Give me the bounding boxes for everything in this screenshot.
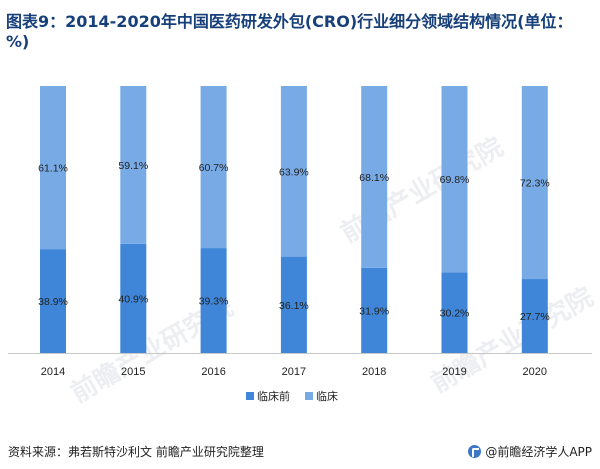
bar-pre-clinical-2014 (40, 249, 66, 353)
legend-swatch (246, 392, 254, 400)
data-label: 59.1% (118, 160, 148, 172)
bar-clinical-2014 (40, 86, 66, 250)
legend: 临床前 临床 (246, 389, 338, 403)
data-label: 39.3% (199, 296, 229, 308)
data-label: 68.1% (359, 172, 389, 184)
source-note: 资料来源：弗若斯特沙利文 前瞻产业研究院整理 (8, 445, 264, 459)
bar-pre-clinical-2015 (120, 243, 147, 353)
bar-pre-clinical-2018 (361, 267, 388, 353)
x-tick-labels-group: 2014 2015 2016 2017 2018 2019 2020 (41, 366, 547, 378)
data-label: 30.2% (440, 308, 470, 320)
bar-clinical-2019 (441, 86, 468, 273)
bar-clinical-2015 (120, 86, 147, 244)
bar-pre-clinical-2019 (441, 272, 468, 353)
data-label: 72.3% (520, 178, 550, 190)
brand-logo-icon (468, 445, 482, 458)
x-tick-label: 2015 (121, 366, 145, 378)
stacked-bar-chart: 38.9% 61.1% 40.9% 59.1% 39.3% 60.7% 36.1% 63.9%… (8, 86, 592, 403)
bar-clinical-2018 (361, 86, 388, 268)
bar-clinical-2017 (280, 86, 307, 257)
brand-label: @前瞻经济学人APP (485, 445, 592, 459)
bar-pre-clinical-2020 (521, 279, 548, 353)
bars-group (40, 86, 548, 353)
legend-label: 临床前 (257, 389, 290, 403)
data-label: 63.9% (279, 166, 309, 178)
x-tick-label: 2014 (41, 366, 65, 378)
legend-label: 临床 (316, 389, 338, 403)
data-label: 31.9% (359, 305, 389, 317)
chart-title: 图表9：2014-2020年中国医药研发外包(CRO)行业细分领域结构情况(单位… (6, 12, 573, 51)
data-label: 36.1% (279, 300, 309, 312)
bar-pre-clinical-2016 (200, 248, 227, 353)
legend-swatch (305, 392, 313, 400)
data-label: 60.7% (199, 162, 229, 174)
data-labels-group: 38.9% 61.1% 40.9% 59.1% 39.3% 60.7% 36.1% 63.9%… (38, 160, 550, 323)
x-tick-label: 2019 (442, 366, 466, 378)
x-tick-label: 2020 (523, 366, 547, 378)
data-label: 69.8% (440, 174, 470, 186)
x-tick-label: 2016 (201, 366, 225, 378)
data-label: 40.9% (118, 293, 148, 305)
data-label: 38.9% (38, 296, 68, 308)
x-tick-label: 2018 (362, 366, 386, 378)
data-label: 61.1% (38, 163, 68, 175)
x-tick-label: 2017 (282, 366, 306, 378)
bar-clinical-2020 (521, 86, 548, 280)
data-label: 27.7% (520, 311, 550, 323)
brand: @前瞻经济学人APP (468, 443, 592, 460)
bar-clinical-2016 (200, 86, 227, 249)
bar-pre-clinical-2017 (280, 256, 307, 353)
